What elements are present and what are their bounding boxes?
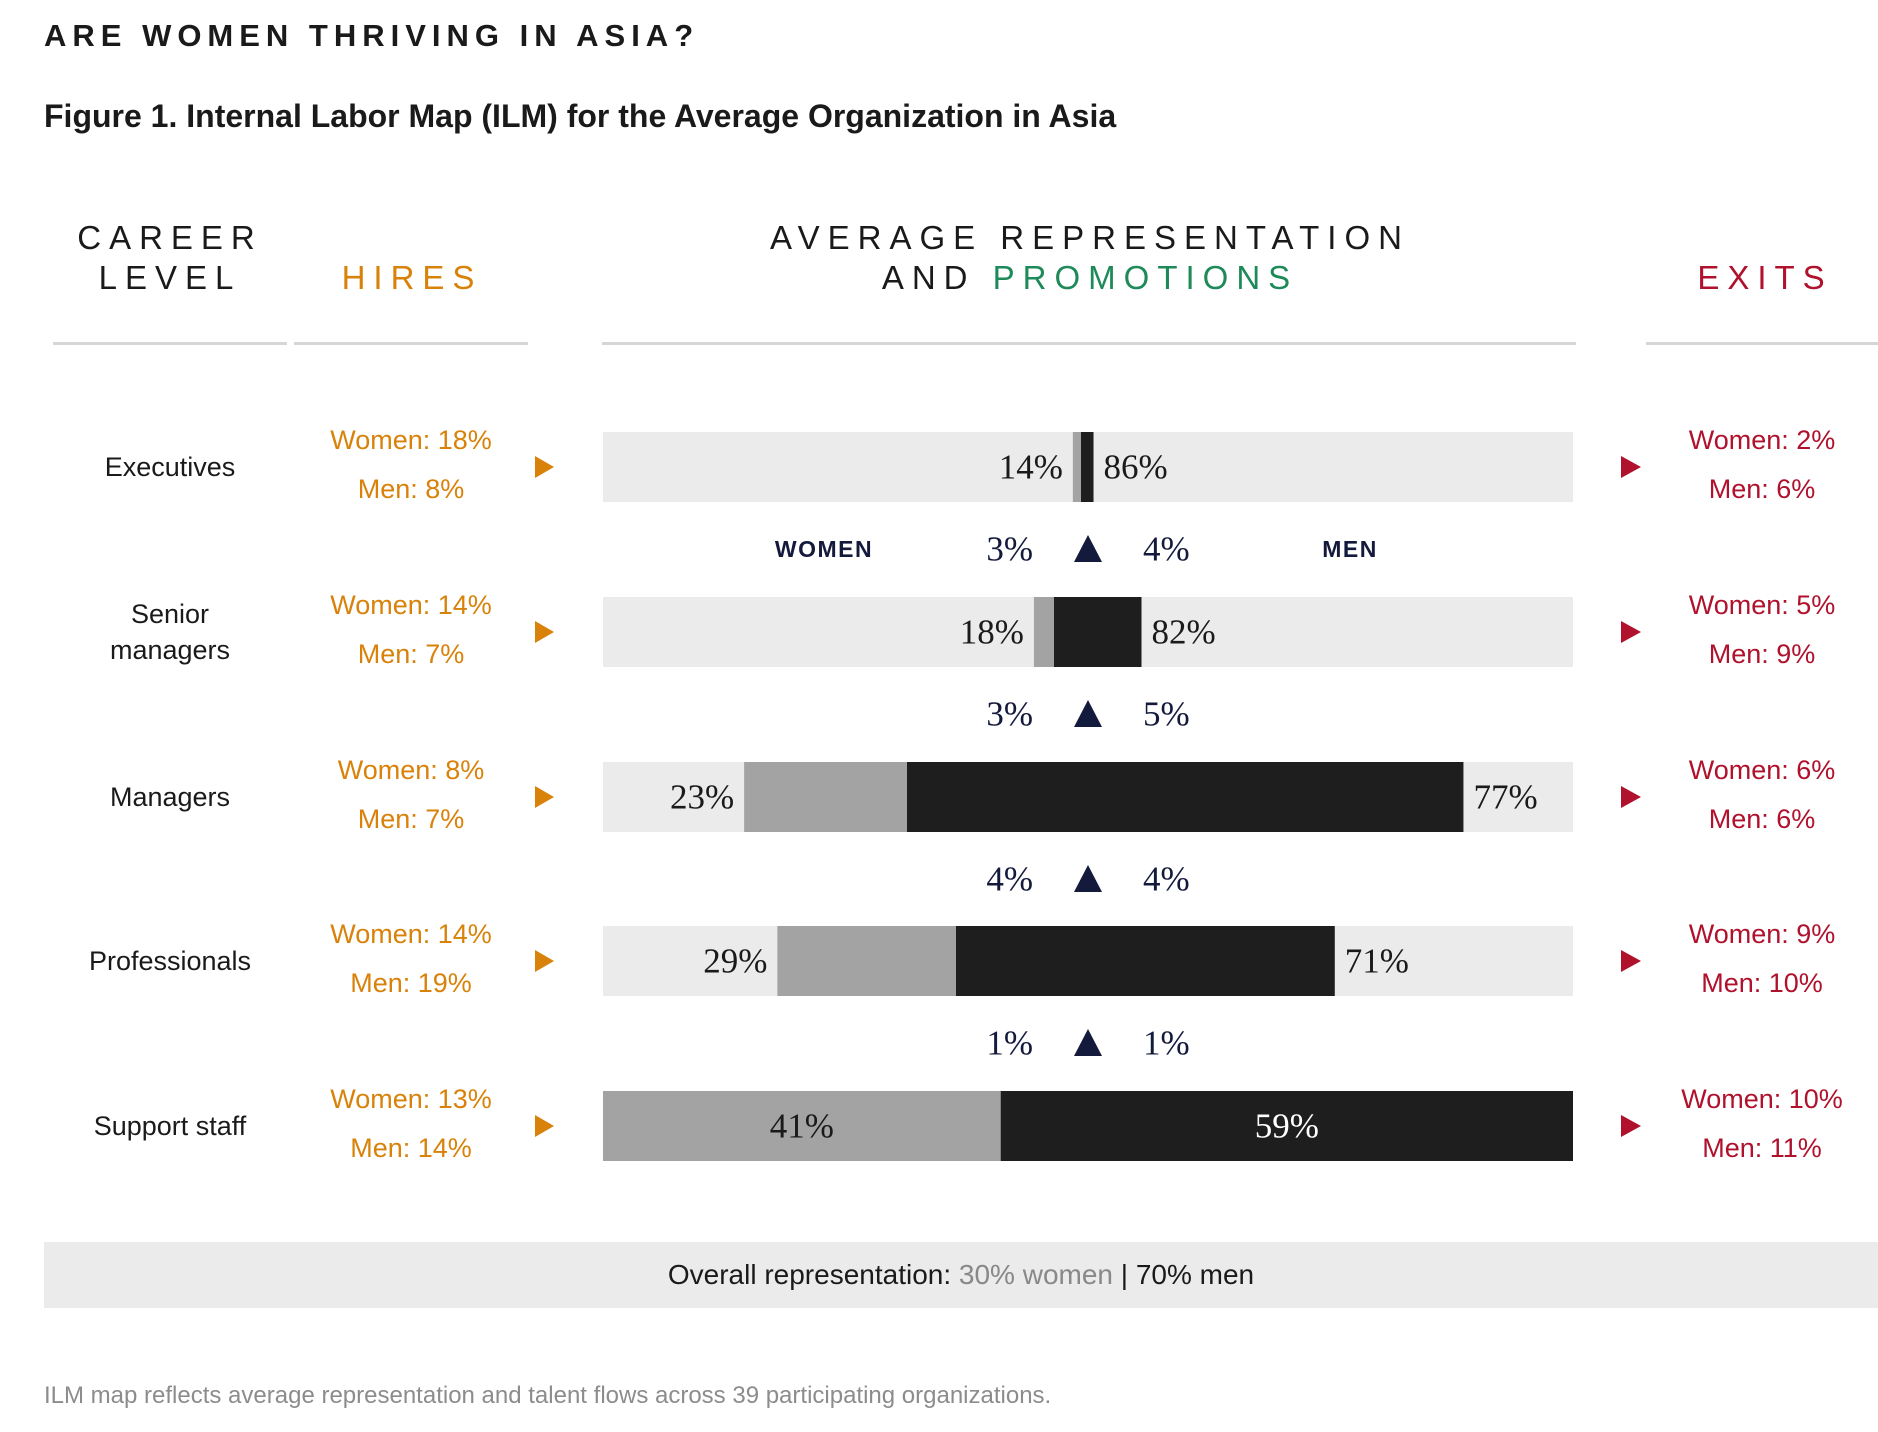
exits-men-senior-managers: Men: 9% (1709, 639, 1816, 669)
women-legend-label: WOMEN (775, 536, 873, 562)
exits-women-senior-managers: Women: 5% (1689, 590, 1836, 620)
women-bar-support-staff (603, 1091, 1001, 1161)
exits-header-rule (1646, 342, 1878, 345)
promotion-women-pct: 4% (986, 860, 1033, 899)
women-pct-support-staff: 41% (770, 1107, 834, 1146)
footnote: ILM map reflects average representation … (44, 1382, 1052, 1409)
women-pct-senior-managers: 18% (960, 613, 1024, 652)
promotion-men-pct: 4% (1143, 530, 1190, 569)
men-legend-label: MEN (1322, 536, 1378, 562)
hires-women-senior-managers: Women: 14% (330, 590, 492, 620)
exits-arrow-icon (1621, 1115, 1641, 1137)
overall-representation: Overall representation: 30% women | 70% … (44, 1242, 1878, 1308)
representation-header-line1: AVERAGE REPRESENTATION (770, 219, 1410, 256)
promotion-women-pct: 3% (986, 695, 1033, 734)
career-level-label-senior-managers: Senior (131, 599, 209, 629)
overall-women: 30% women (958, 1259, 1113, 1290)
hires-men-professionals: Men: 19% (350, 968, 472, 998)
men-pct-managers: 77% (1473, 778, 1537, 817)
career-level-label-executives: Executives (105, 452, 236, 482)
promotion-up-triangle-icon (1074, 535, 1102, 562)
figure-title: Figure 1. Internal Labor Map (ILM) for t… (44, 98, 1117, 134)
career-level-label-professionals: Professionals (89, 946, 251, 976)
hires-men-senior-managers: Men: 7% (358, 639, 465, 669)
promotion-men-pct: 4% (1143, 860, 1190, 899)
exits-arrow-icon (1621, 950, 1641, 972)
men-pct-executives: 86% (1104, 448, 1168, 487)
exits-arrow-icon (1621, 786, 1641, 808)
representation-header-rule (602, 342, 1576, 345)
men-pct-senior-managers: 82% (1151, 613, 1215, 652)
men-bar-executives (1081, 432, 1094, 502)
hires-men-executives: Men: 8% (358, 474, 465, 504)
overall-men: 70% men (1135, 1259, 1255, 1290)
hires-women-executives: Women: 18% (330, 425, 492, 455)
overall-band (44, 1242, 1878, 1308)
women-pct-professionals: 29% (703, 942, 767, 981)
exits-arrow-icon (1621, 456, 1641, 478)
hires-arrow-icon (535, 950, 554, 972)
promotion-men-pct: 5% (1143, 695, 1190, 734)
representation-header-line2: AND PROMOTIONS (600, 258, 1580, 298)
exits-men-managers: Men: 6% (1709, 804, 1816, 834)
women-pct-managers: 23% (670, 778, 734, 817)
exits-men-professionals: Men: 10% (1701, 968, 1823, 998)
hires-women-professionals: Women: 14% (330, 919, 492, 949)
women-bar-senior-managers (1033, 597, 1054, 667)
career-level-label-managers: Managers (110, 782, 230, 812)
exits-men-executives: Men: 6% (1709, 474, 1816, 504)
women-bar-executives (1072, 432, 1081, 502)
men-bar-managers (907, 762, 1464, 832)
exits-women-professionals: Women: 9% (1689, 919, 1836, 949)
hires-men-support-staff: Men: 14% (350, 1133, 472, 1163)
hires-arrow-icon (535, 1115, 554, 1137)
promotion-up-triangle-icon (1074, 700, 1102, 727)
hires-header: HIRES (341, 259, 483, 296)
promotion-up-triangle-icon (1074, 1029, 1102, 1056)
and-word: AND (881, 259, 993, 296)
promotion-up-triangle-icon (1074, 865, 1102, 892)
hires-women-support-staff: Women: 13% (330, 1084, 492, 1114)
career-level-label-senior-managers: managers (110, 635, 230, 665)
hires-arrow-icon (535, 456, 554, 478)
exits-women-support-staff: Women: 10% (1681, 1084, 1843, 1114)
overall-separator: | (1113, 1259, 1136, 1290)
hires-men-managers: Men: 7% (358, 804, 465, 834)
career-header-line1: CAREER (77, 219, 263, 256)
exits-arrow-icon (1621, 621, 1641, 643)
men-bar-professionals (956, 926, 1335, 996)
promotion-women-pct: 1% (986, 1024, 1033, 1063)
hires-header-rule (294, 342, 528, 345)
men-pct-professionals: 71% (1345, 942, 1409, 981)
women-bar-professionals (777, 926, 956, 996)
exits-header: EXITS (1697, 259, 1833, 296)
promotion-women-pct: 3% (986, 530, 1033, 569)
hires-arrow-icon (535, 621, 554, 643)
women-bar-managers (744, 762, 907, 832)
career-header-line2: LEVEL (98, 259, 242, 296)
hires-arrow-icon (535, 786, 554, 808)
men-pct-support-staff: 59% (1255, 1107, 1319, 1146)
supertitle: ARE WOMEN THRIVING IN ASIA? (44, 18, 700, 53)
promotion-men-pct: 1% (1143, 1024, 1190, 1063)
women-pct-executives: 14% (999, 448, 1063, 487)
exits-women-managers: Women: 6% (1689, 755, 1836, 785)
career-header-rule (53, 342, 287, 345)
men-bar-support-staff (1000, 1091, 1573, 1161)
career-level-label-support-staff: Support staff (94, 1111, 247, 1141)
exits-women-executives: Women: 2% (1689, 425, 1836, 455)
overall-prefix: Overall representation: (667, 1259, 959, 1290)
promotions-word: PROMOTIONS (992, 259, 1299, 296)
men-bar-senior-managers (1054, 597, 1142, 667)
exits-men-support-staff: Men: 11% (1702, 1133, 1822, 1163)
career-level-header: CAREER LEVEL (50, 218, 290, 298)
hires-women-managers: Women: 8% (338, 755, 485, 785)
representation-header: AVERAGE REPRESENTATION AND PROMOTIONS (600, 218, 1580, 298)
